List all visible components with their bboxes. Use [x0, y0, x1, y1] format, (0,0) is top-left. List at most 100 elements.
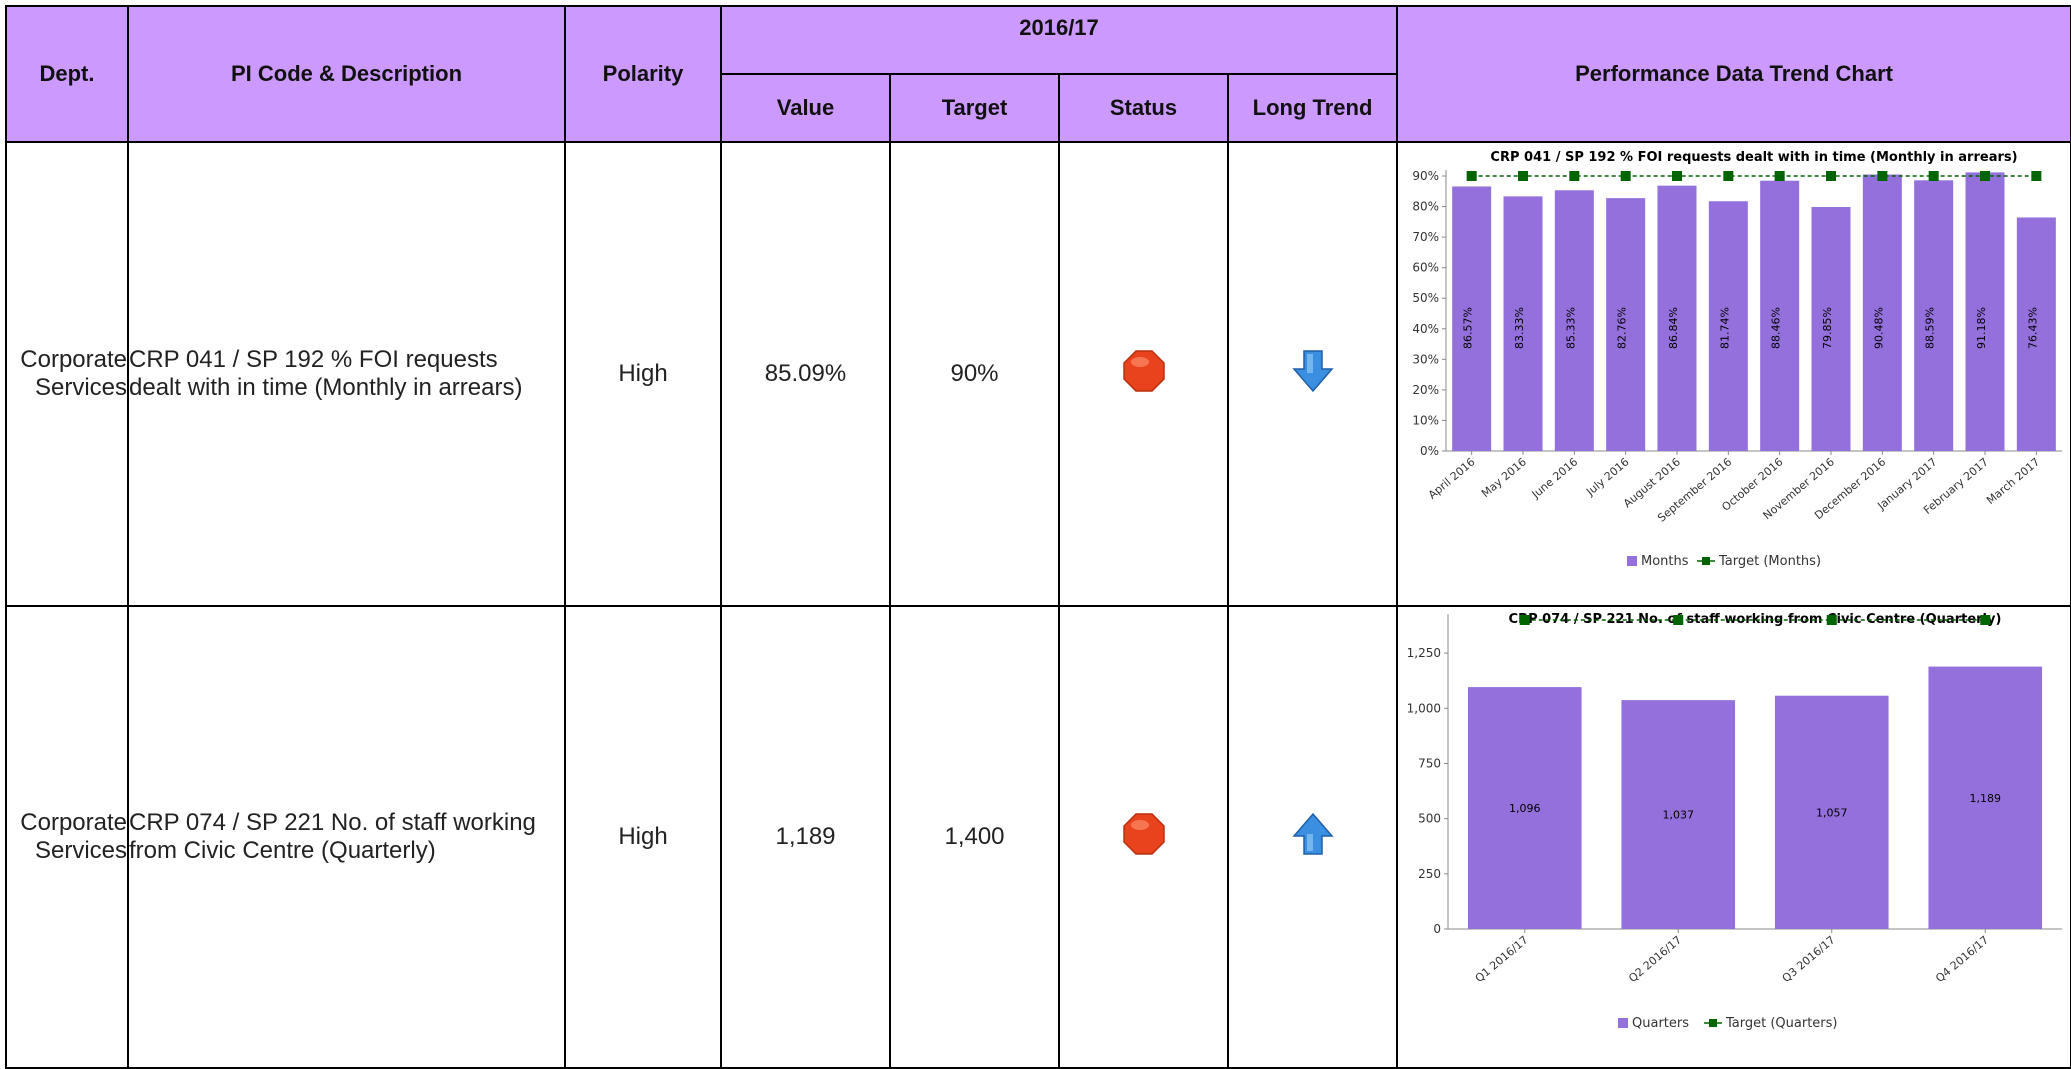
target-point [1928, 171, 1939, 181]
x-tick-label: May 2016 [1479, 455, 1529, 500]
pi-description-line: CRP 074 / SP 221 No. of staff working [129, 809, 536, 836]
y-tick-label: 50% [1412, 291, 1439, 305]
performance-table: Dept. PI Code & Description Polarity 201… [5, 5, 2071, 1069]
bar [1708, 201, 1748, 451]
header-polarity: Polarity [564, 5, 722, 143]
target-point [1877, 171, 1888, 181]
bar [1452, 186, 1492, 451]
value-cell: 1,189 [720, 605, 891, 1069]
data-label: 1,057 [1816, 806, 1848, 819]
data-label: 86.57% [1462, 307, 1475, 349]
bar [2016, 217, 2056, 451]
bar [1657, 185, 1697, 451]
x-tick-label: July 2016 [1583, 455, 1631, 499]
y-tick-label: 20% [1412, 383, 1439, 397]
data-label: 90.48% [1872, 307, 1885, 349]
chart-cell: CRP 074 / SP 221 No. of staff working fr… [1396, 605, 2071, 1069]
bar [1606, 198, 1646, 451]
header-chart: Performance Data Trend Chart [1396, 5, 2071, 143]
x-tick-label: Q1 2016/17 [1473, 933, 1531, 985]
target-point [1980, 171, 1991, 181]
bar [1503, 196, 1543, 451]
table-row: Corporate Services CRP 041 / SP 192 % FO… [5, 141, 2071, 607]
pi-description-line: CRP 041 / SP 192 % FOI requests [129, 346, 498, 373]
data-label: 81.74% [1718, 307, 1731, 349]
x-tick-label: Q3 2016/17 [1780, 933, 1838, 985]
y-tick-label: 1,250 [1407, 646, 1441, 660]
target-point [1518, 171, 1529, 181]
data-label: 91.18% [1975, 307, 1988, 349]
bar [1965, 172, 2005, 451]
trend-chart-staff: CRP 074 / SP 221 No. of staff working fr… [1407, 612, 2063, 1031]
data-label: 79.85% [1821, 307, 1834, 349]
long-trend-cell [1226, 141, 1399, 607]
header-year: 2016/17 [719, 5, 1399, 75]
y-tick-label: 70% [1412, 230, 1439, 244]
y-tick-label: 30% [1412, 352, 1439, 366]
y-tick-label: 750 [1418, 756, 1441, 770]
pi-description-cell: CRP 074 / SP 221 No. of staff working fr… [127, 605, 566, 1069]
red-stop-icon [1122, 812, 1165, 855]
data-label: 88.59% [1924, 307, 1937, 349]
legend-swatch-bars [1618, 1018, 1629, 1028]
target-point [1620, 171, 1631, 181]
data-label: 76.43% [2026, 307, 2039, 349]
dept-cell: Corporate Services [5, 605, 129, 1069]
data-label: 86.84% [1667, 307, 1680, 349]
header-dept: Dept. [5, 5, 129, 143]
y-tick-label: 0% [1420, 444, 1439, 458]
value-cell: 85.09% [720, 141, 891, 607]
target-point [1826, 171, 1837, 181]
up-arrow-icon [1291, 812, 1334, 855]
target-point [1672, 171, 1683, 181]
status-cell [1058, 605, 1229, 1069]
data-label: 1,037 [1663, 809, 1695, 822]
target-point [1569, 171, 1580, 181]
x-tick-label: June 2016 [1529, 455, 1581, 501]
data-label: 83.33% [1513, 307, 1526, 349]
bar [1621, 700, 1736, 929]
y-tick-label: 500 [1418, 812, 1441, 826]
bar [1914, 180, 1954, 451]
y-tick-label: 40% [1412, 322, 1439, 336]
dept-cell: Corporate Services [5, 141, 129, 607]
polarity-cell: High [564, 141, 722, 607]
legend-label: Target (Quarters) [1725, 1016, 1838, 1031]
legend-swatch-target [1709, 1019, 1718, 1027]
y-tick-label: 90% [1412, 169, 1439, 183]
target-cell: 1,400 [889, 605, 1060, 1069]
long-trend-cell [1226, 605, 1399, 1069]
header-long-trend: Long Trend [1226, 73, 1399, 143]
bar [1928, 666, 2043, 929]
target-point [2031, 171, 2042, 181]
bar [1862, 174, 1902, 451]
legend-swatch-bars [1627, 556, 1638, 566]
red-stop-icon [1122, 349, 1165, 392]
y-tick-label: 0 [1433, 922, 1441, 936]
bar [1760, 180, 1800, 451]
pi-description-cell: CRP 041 / SP 192 % FOI requests dealt wi… [127, 141, 566, 607]
table-row: Corporate Services CRP 074 / SP 221 No. … [5, 605, 2071, 1069]
legend-swatch-target [1702, 557, 1711, 565]
data-label: 1,096 [1509, 802, 1541, 815]
bar [1554, 190, 1594, 451]
header-pi-description: PI Code & Description [127, 5, 566, 143]
down-arrow-icon [1291, 349, 1334, 392]
target-point [1519, 615, 1530, 625]
legend-label: Target (Months) [1718, 554, 1821, 569]
polarity-cell: High [564, 605, 722, 1069]
target-point [1826, 615, 1837, 625]
dept-line: Corporate [20, 346, 127, 373]
target-point [1673, 615, 1684, 625]
target-point [1980, 615, 1991, 625]
status-cell [1058, 141, 1229, 607]
data-label: 88.46% [1770, 307, 1783, 349]
target-point [1774, 171, 1785, 181]
dept-line: Services [34, 374, 127, 401]
chart-title: CRP 074 / SP 221 No. of staff working fr… [1509, 612, 2002, 627]
dept-line: Corporate [20, 809, 127, 836]
bar [1811, 207, 1851, 451]
x-tick-label: April 2016 [1426, 455, 1478, 501]
trend-chart-foi: CRP 041 / SP 192 % FOI requests dealt wi… [1412, 150, 2063, 569]
bar [1774, 695, 1889, 929]
